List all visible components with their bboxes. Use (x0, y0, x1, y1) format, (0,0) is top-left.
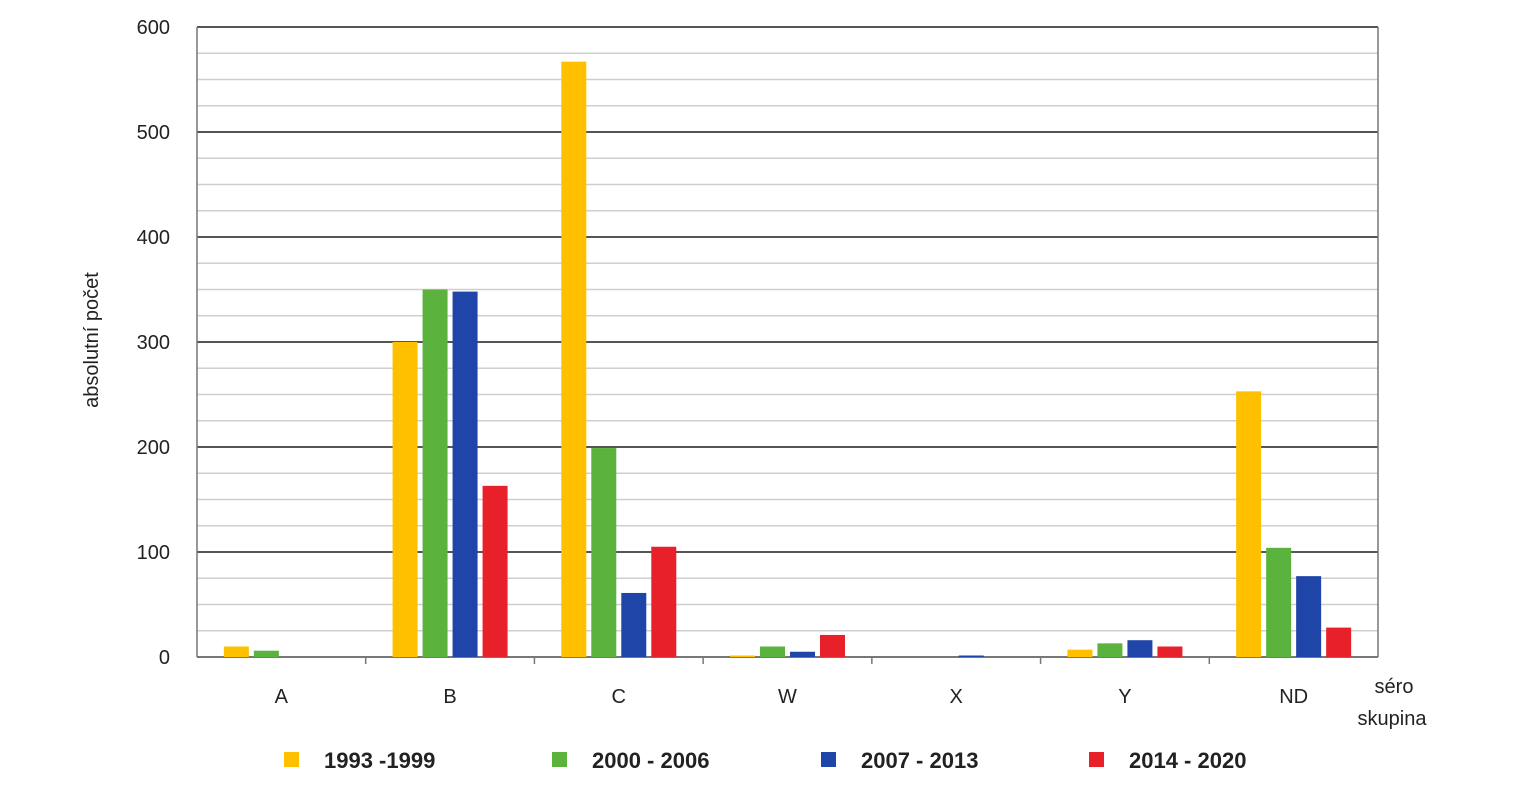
grid-lines (196, 26, 1379, 658)
bar-C-2 (591, 448, 617, 657)
y-tick-labels: 0 100 200 300 400 500 600 (137, 17, 170, 669)
bar-C-1 (561, 61, 587, 657)
x-axis-label-line1: séro (1375, 676, 1414, 698)
bar-W-1 (730, 655, 755, 657)
legend-swatch (1089, 752, 1104, 767)
x-tick-label: A (275, 686, 289, 708)
bar-W-4 (820, 634, 845, 657)
x-tick-label: B (443, 686, 456, 708)
bar-B-4 (482, 485, 508, 657)
y-tick-label: 600 (137, 17, 170, 39)
legend-swatch (284, 752, 299, 767)
bar-B-3 (452, 291, 478, 657)
bar-Y-4 (1157, 646, 1183, 657)
x-tick-label: C (612, 686, 626, 708)
bar-X-3 (958, 655, 984, 657)
bar-Y-2 (1097, 643, 1123, 657)
bar-Y-1 (1067, 649, 1093, 657)
bar-A-2 (253, 650, 279, 657)
bar-B-2 (422, 289, 448, 657)
legend-label: 2000 - 2006 (592, 748, 709, 773)
bars (223, 61, 1352, 657)
x-tick-label: X (950, 686, 963, 708)
x-tick-label: W (778, 686, 797, 708)
legend-label: 2007 - 2013 (861, 748, 978, 773)
y-tick-label: 300 (137, 332, 170, 354)
y-tick-label: 100 (137, 542, 170, 564)
y-tick-label: 500 (137, 122, 170, 144)
y-tick-label: 0 (159, 647, 170, 669)
x-tick-labels: A B C W X Y ND (275, 657, 1308, 708)
legend-label: 2014 - 2020 (1129, 748, 1246, 773)
bar-C-3 (621, 592, 647, 657)
y-axis-label: absolutní počet (81, 272, 103, 408)
bar-W-2 (760, 646, 785, 657)
x-tick-label: ND (1279, 686, 1308, 708)
bar-C-4 (651, 546, 677, 657)
legend-label: 1993 -1999 (324, 748, 435, 773)
legend: 1993 -1999 2000 - 2006 2007 - 2013 2014 - 2… (284, 748, 1246, 773)
bar-Y-3 (1127, 640, 1153, 657)
bar-ND-1 (1236, 391, 1262, 657)
x-tick-label: Y (1118, 686, 1131, 708)
bar-ND-2 (1266, 547, 1292, 657)
legend-swatch (552, 752, 567, 767)
bar-ND-3 (1296, 576, 1322, 657)
bar-B-1 (392, 342, 418, 657)
bar-W-3 (790, 651, 815, 657)
y-tick-label: 200 (137, 437, 170, 459)
legend-swatch (821, 752, 836, 767)
bar-A-1 (223, 646, 249, 657)
y-tick-label: 400 (137, 227, 170, 249)
x-axis-label-line2: skupina (1358, 708, 1428, 730)
bar-ND-4 (1326, 627, 1352, 657)
